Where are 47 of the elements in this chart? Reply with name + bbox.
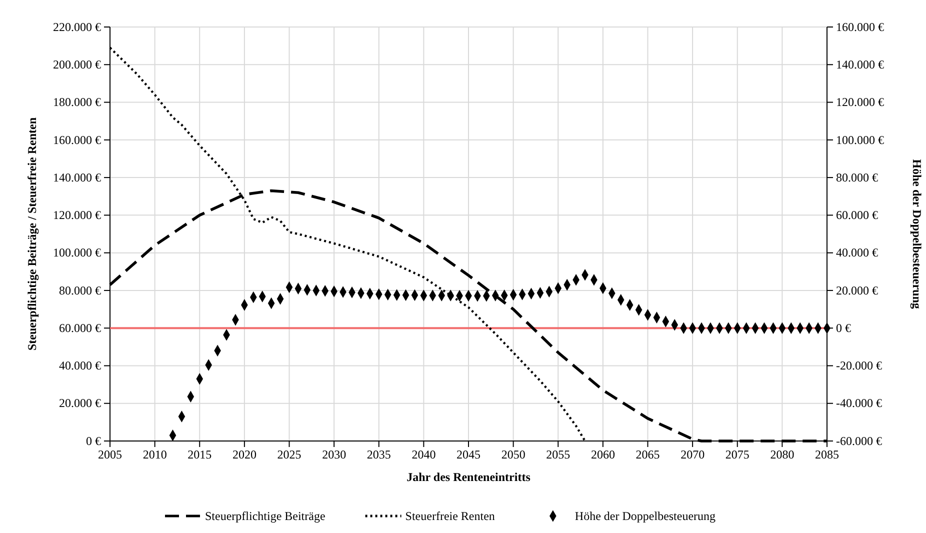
x-tick-label: 2010 [142, 448, 167, 462]
y2-tick-label: 40.000 € [836, 246, 878, 260]
x-tick-label: 2055 [546, 448, 570, 462]
y-tick-label: 200.000 € [53, 57, 101, 72]
x-tick-label: 2065 [636, 448, 660, 462]
y2-tick-label: 0 € [836, 320, 851, 335]
y-axis-title: Steuerpflichtige Beiträge / Steuerfreie Renten [25, 117, 39, 351]
x-tick-label: 2025 [277, 448, 302, 462]
x-tick-label: 2050 [501, 448, 526, 462]
y2-tick-label: 80.000 € [836, 170, 878, 184]
x-tick-label: 2085 [815, 448, 839, 462]
x-axis-title: Jahr des Renteneintritts [406, 470, 531, 484]
y2-tick-label: 100.000 € [836, 132, 884, 147]
x-tick-label: 2035 [366, 448, 391, 462]
x-tick-label: 2080 [770, 448, 794, 462]
y-tick-label: 40.000 € [59, 358, 101, 373]
x-tick-label: 2045 [456, 448, 480, 462]
y2-tick-label: 140.000 € [836, 57, 884, 72]
legend-label: Steuerfreie Renten [405, 509, 495, 523]
y2-tick-label: 120.000 € [836, 95, 884, 110]
y-tick-label: 60.000 € [59, 320, 101, 335]
x-tick-label: 2005 [98, 448, 122, 462]
y-tick-label: 160.000 € [53, 132, 101, 147]
x-tick-label: 2015 [188, 448, 212, 462]
y-tick-label: 140.000 € [53, 170, 101, 184]
legend-label: Höhe der Doppelbesteuerung [574, 509, 716, 523]
y2-tick-label: -20.000 € [836, 358, 882, 373]
x-tick-label: 2060 [590, 448, 615, 462]
y2-tick-label: 20.000 € [836, 283, 878, 298]
x-tick-label: 2040 [412, 448, 436, 462]
x-tick-label: 2030 [322, 448, 346, 462]
y-tick-label: 20.000 € [59, 396, 101, 410]
y-tick-label: 80.000 € [59, 283, 101, 298]
legend-label: Steuerpflichtige Beiträge [205, 509, 326, 523]
y2-tick-label: -60.000 € [836, 434, 882, 448]
y-tick-label: 0 € [86, 434, 101, 448]
x-tick-label: 2075 [725, 448, 750, 462]
y2-tick-label: 160.000 € [836, 20, 884, 34]
y2-axis-title: Höhe der Doppelbesteuerung [910, 159, 924, 309]
y-tick-label: 180.000 € [53, 95, 101, 110]
x-tick-label: 2070 [680, 448, 705, 462]
y-tick-label: 120.000 € [53, 208, 101, 222]
y-tick-label: 220.000 € [53, 20, 101, 34]
y2-tick-label: 60.000 € [836, 208, 878, 222]
x-tick-label: 2020 [232, 448, 256, 462]
y-tick-label: 100.000 € [53, 246, 101, 260]
y2-tick-label: -40.000 € [836, 396, 882, 410]
